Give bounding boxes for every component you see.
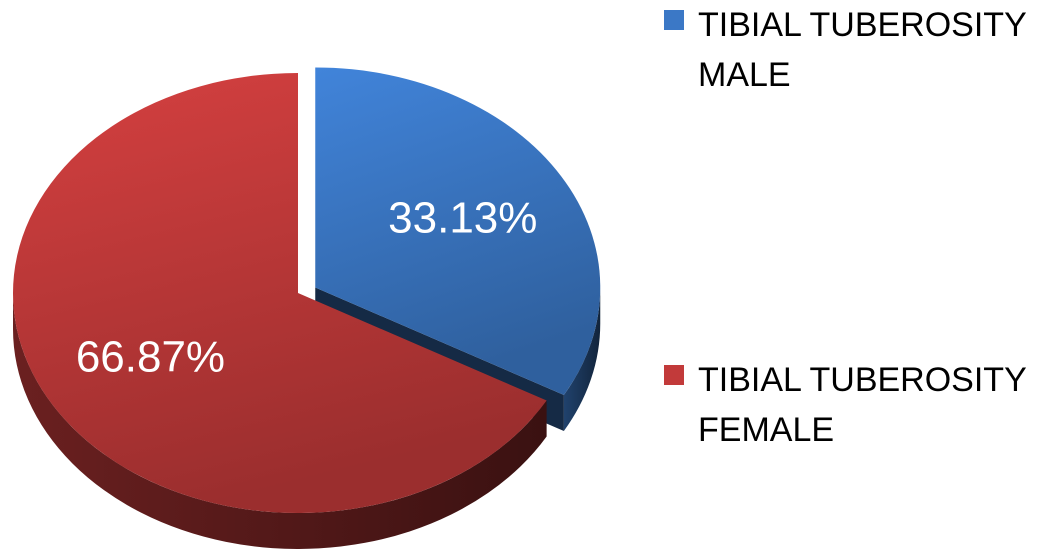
legend-label: TIBIAL TUBEROSITY MALE <box>698 6 1027 94</box>
legend-label: TIBIAL TUBEROSITY FEMALE <box>698 361 1027 449</box>
slice-side <box>563 287 601 431</box>
value-label: 33.13% <box>388 193 537 242</box>
value-label: 66.87% <box>76 332 225 381</box>
legend-swatch <box>664 365 684 385</box>
slice <box>315 67 601 395</box>
legend-swatch <box>664 10 684 30</box>
chart: 33.13% 66.87% <box>13 67 601 549</box>
slice-side <box>13 293 547 549</box>
slice <box>13 72 547 513</box>
